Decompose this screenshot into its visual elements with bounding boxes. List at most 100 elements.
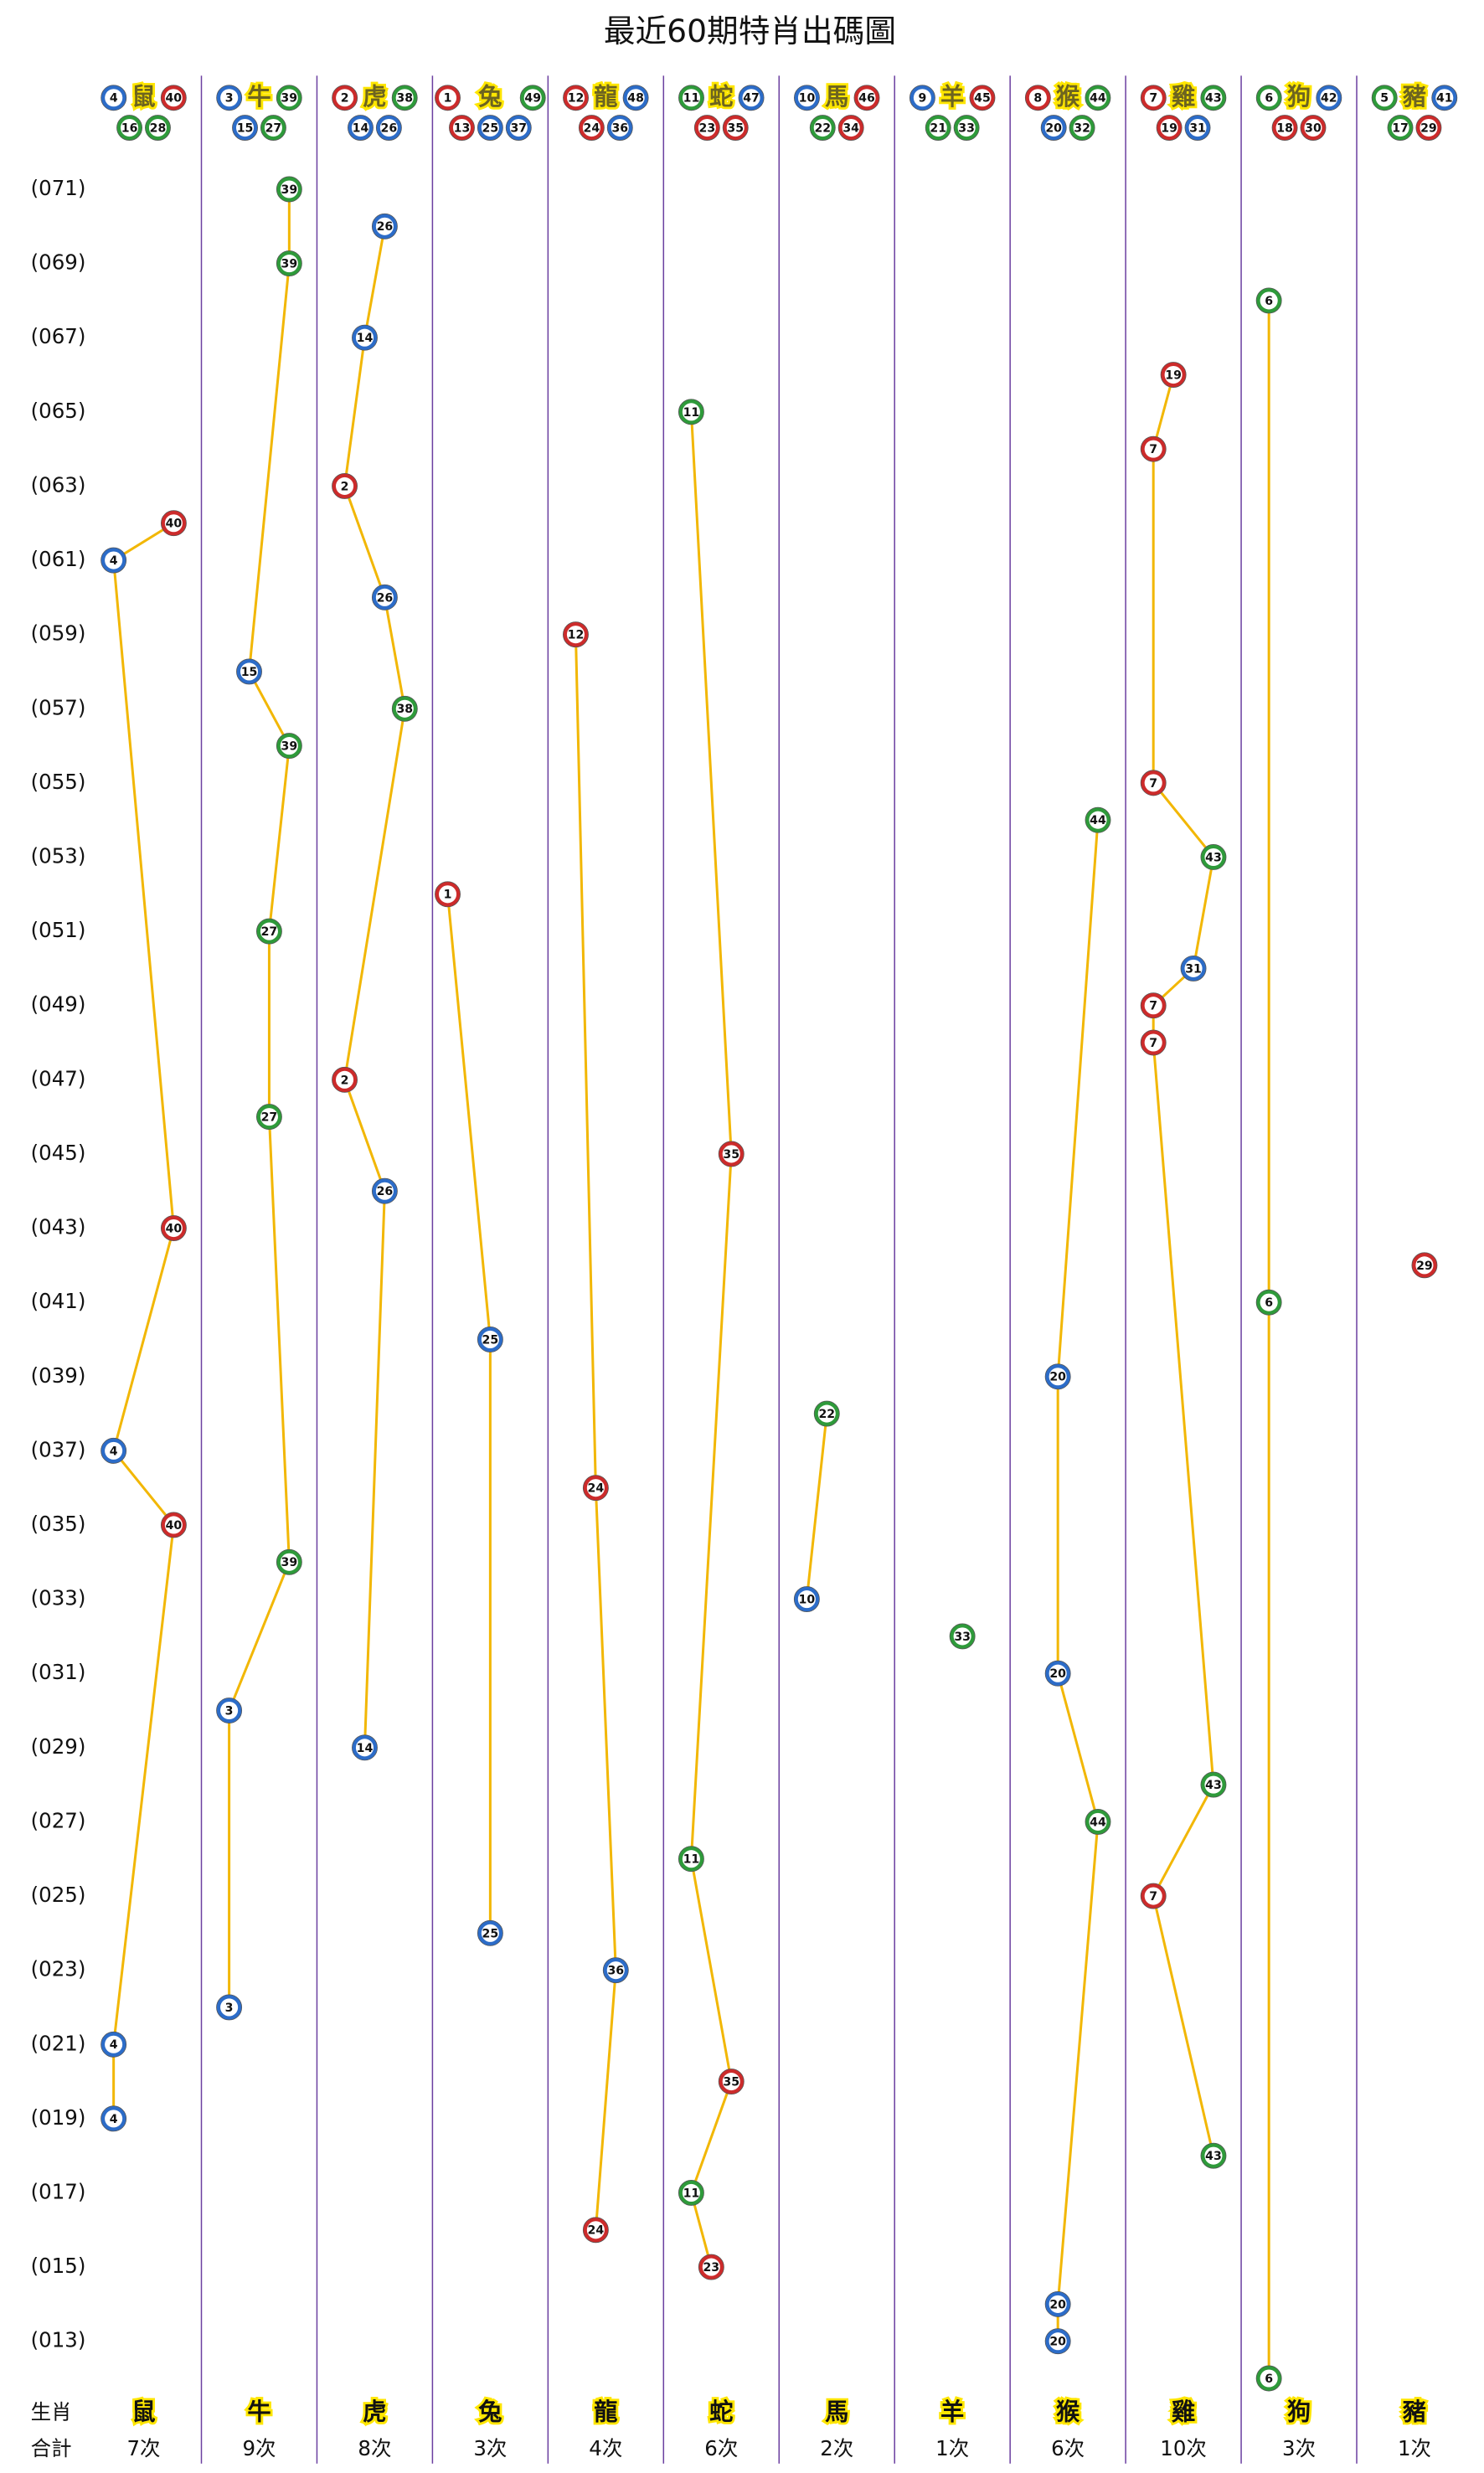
zodiac-header: 猴 [1056, 83, 1080, 111]
ball-face [452, 119, 471, 137]
ball-face [375, 1182, 394, 1200]
zodiac-footer: 雞 [1171, 2398, 1195, 2425]
ball: 26 [371, 584, 398, 611]
ball-face [438, 89, 457, 107]
zodiac-header: 狗 [1287, 83, 1311, 111]
ball: 29 [1415, 115, 1442, 141]
ball-number: 18 [1276, 121, 1293, 135]
ball: 6 [1255, 1289, 1282, 1316]
ball-face [240, 662, 259, 681]
y-tick-label: (029) [31, 1734, 86, 1759]
ball: 39 [276, 250, 302, 277]
total-label: 6次 [704, 2436, 738, 2460]
ball-face [1144, 1887, 1162, 1905]
y-tick-label: (065) [31, 399, 86, 423]
ball: 3 [216, 85, 243, 111]
ball: 26 [371, 213, 398, 240]
ball-number: 39 [281, 1556, 298, 1569]
ball-face [1184, 959, 1203, 977]
ball-face [1089, 811, 1107, 829]
ball-number: 44 [1090, 1816, 1106, 1829]
ball: 46 [853, 85, 880, 111]
ball-face [220, 1701, 239, 1720]
ball-number: 43 [1205, 851, 1222, 864]
trend-line [111, 522, 175, 2119]
ball: 7 [1140, 1883, 1167, 1909]
ball-number: 2 [341, 1074, 349, 1087]
ball-face [164, 1218, 183, 1238]
ball: 7 [1140, 770, 1167, 796]
ball-number: 44 [1090, 814, 1106, 827]
y-tick-label: (035) [31, 1512, 86, 1536]
y-tick-label: (051) [31, 918, 86, 942]
ball: 39 [276, 176, 302, 203]
y-tick-label: (031) [31, 1660, 86, 1684]
ball: 11 [678, 85, 704, 111]
y-tick-label: (017) [31, 2179, 86, 2203]
ball-face [586, 2221, 605, 2239]
ball: 44 [1085, 1808, 1111, 1835]
ball-number: 44 [1090, 92, 1106, 106]
ball: 44 [1085, 85, 1111, 111]
ball: 35 [718, 2069, 745, 2095]
ball-face [1160, 119, 1178, 137]
ball: 35 [718, 1141, 745, 1167]
ball: 16 [116, 115, 143, 141]
ball-number: 6 [1265, 295, 1273, 308]
footer-label: 生肖 [31, 2399, 72, 2424]
trend-line [1056, 820, 1100, 2342]
ball: 18 [1271, 115, 1298, 141]
ball-face [1073, 119, 1091, 137]
ball: 14 [352, 324, 378, 351]
ball: 13 [449, 115, 475, 141]
ball: 12 [563, 85, 589, 111]
ball: 24 [582, 1475, 609, 1502]
zodiac-header: 蛇 [709, 83, 733, 111]
ball-number: 39 [281, 92, 297, 106]
ball-face [105, 89, 123, 107]
ball: 43 [1200, 2142, 1227, 2169]
ball-number: 35 [723, 1148, 739, 1162]
ball-number: 23 [699, 121, 716, 135]
ball: 42 [1316, 85, 1342, 111]
ball-number: 20 [1049, 2298, 1066, 2311]
zodiac-footer: 兔 [478, 2398, 502, 2425]
ball-face [351, 119, 370, 137]
ball-face [698, 119, 716, 137]
ball-face [682, 89, 701, 107]
ball-face [797, 1590, 816, 1609]
y-tick-label: (053) [31, 843, 86, 868]
y-tick-label: (019) [31, 2105, 86, 2130]
ball-number: 20 [1045, 121, 1062, 135]
ball-face [1415, 1256, 1434, 1275]
ball-face [164, 514, 183, 533]
ball-number: 49 [524, 92, 541, 106]
ball-face [105, 1441, 123, 1460]
ball-face [797, 89, 816, 107]
zodiac-footer: 蛇 [709, 2398, 733, 2425]
ball: 23 [698, 2254, 724, 2280]
total-label: 4次 [589, 2436, 622, 2460]
ball: 43 [1200, 844, 1227, 870]
ball-number: 3 [225, 1704, 234, 1718]
y-tick-label: (047) [31, 1066, 86, 1090]
y-tick-label: (043) [31, 1215, 86, 1239]
ball-number: 7 [1149, 1890, 1157, 1904]
ball: 35 [722, 115, 749, 141]
ball-number: 35 [727, 121, 744, 135]
ball: 6 [1255, 85, 1282, 111]
ball-face [1049, 2295, 1067, 2313]
y-tick-label: (063) [31, 472, 86, 497]
ball-face [220, 89, 239, 107]
ball-number: 2 [341, 480, 349, 493]
ball: 15 [236, 658, 262, 685]
ball-number: 40 [166, 1519, 183, 1533]
ball-face [1260, 1293, 1278, 1311]
ball-number: 27 [265, 121, 282, 135]
ball-number: 11 [683, 2187, 700, 2200]
zodiac-header: 虎 [363, 83, 386, 111]
y-tick-label: (061) [31, 547, 86, 571]
zodiac-footer: 虎 [363, 2398, 386, 2425]
ball-face [582, 119, 600, 137]
y-tick-label: (025) [31, 1883, 86, 1907]
